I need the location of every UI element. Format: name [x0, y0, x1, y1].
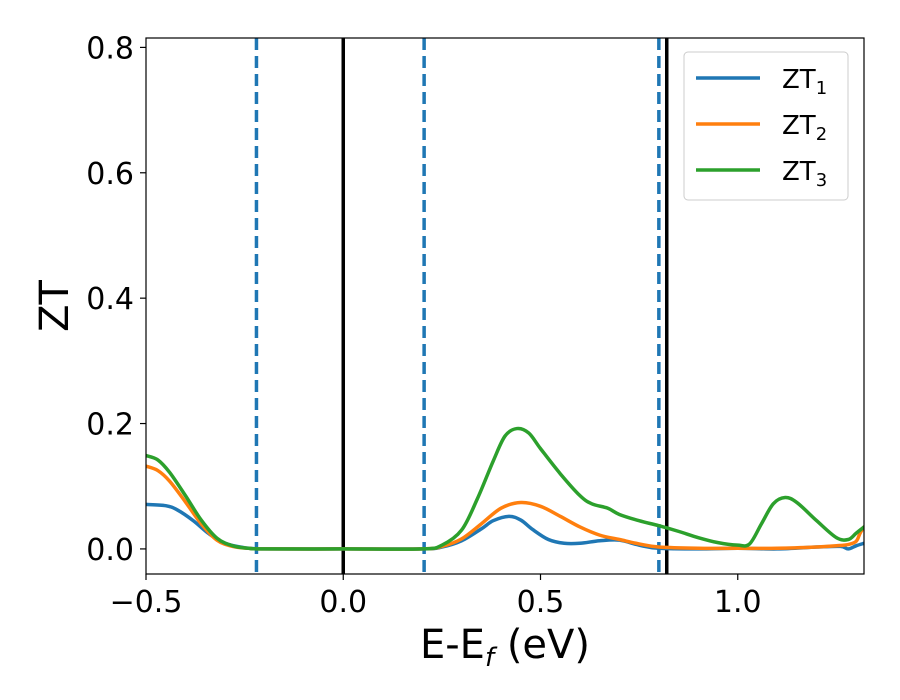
- x-tick-label: 0.5: [517, 585, 565, 620]
- x-tick-label: −0.5: [110, 585, 183, 620]
- x-tick-label: 0.0: [319, 585, 367, 620]
- x-axis-title-unit: (eV): [494, 622, 590, 668]
- x-axis-title: E-Ef (eV): [420, 622, 590, 673]
- legend-label-zt2: ZT2: [782, 111, 827, 145]
- axis-ticks: −0.5 0.0 0.5 1.0 0.0 0.2 0.4 0.6 0.8: [86, 31, 761, 620]
- series-line-zt3: [146, 426, 864, 551]
- legend-label-zt3-sub: 3: [816, 170, 827, 191]
- legend-label-zt2-main: ZT: [782, 111, 816, 141]
- series-lines: [146, 426, 864, 551]
- reference-lines: [254, 38, 669, 574]
- legend-label-zt3: ZT3: [782, 157, 827, 191]
- plot-area-frame: [145, 37, 865, 575]
- y-tick-label: 0.4: [86, 282, 134, 317]
- x-tick-label: 1.0: [714, 585, 762, 620]
- legend-label-zt1: ZT1: [782, 65, 827, 99]
- y-axis-title: ZT: [32, 280, 78, 332]
- series-line-zt1: [146, 502, 864, 551]
- legend-label-zt2-sub: 2: [816, 124, 827, 145]
- legend-label-zt1-sub: 1: [816, 78, 827, 99]
- legend-label-zt1-main: ZT: [782, 65, 816, 95]
- legend: ZT1 ZT2 ZT3: [683, 51, 849, 201]
- y-tick-label: 0.0: [86, 533, 134, 568]
- legend-label-zt3-main: ZT: [782, 157, 816, 187]
- x-axis-title-main: E-E: [420, 622, 485, 668]
- y-tick-label: 0.8: [86, 31, 134, 66]
- y-tick-label: 0.2: [86, 408, 134, 443]
- legend-box: [683, 51, 849, 201]
- y-tick-label: 0.6: [86, 157, 134, 192]
